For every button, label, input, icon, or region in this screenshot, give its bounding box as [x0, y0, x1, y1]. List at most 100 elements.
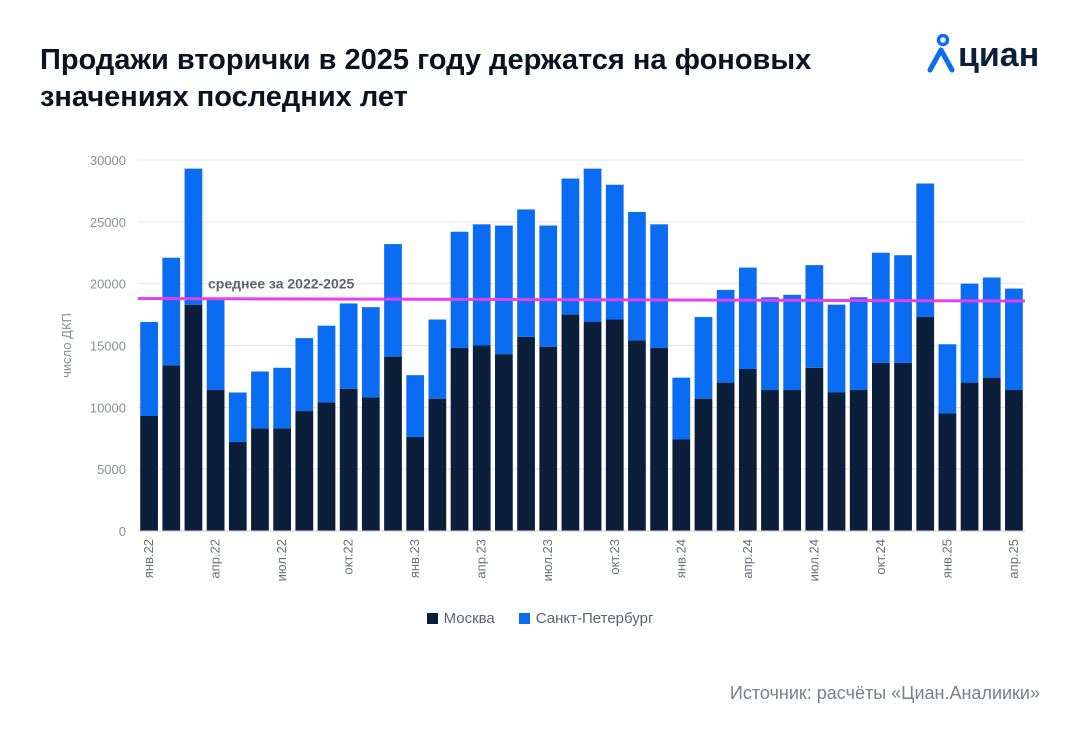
y-tick-label: 20000: [90, 277, 126, 292]
bar-spb: [517, 209, 535, 337]
y-axis-label: число ДКП: [59, 313, 74, 378]
bar-moscow: [894, 362, 912, 531]
bar-spb: [916, 183, 935, 318]
bar-moscow: [450, 347, 469, 531]
bar-spb: [184, 168, 203, 305]
x-tick-label: июл.24: [806, 539, 821, 581]
bar-moscow: [916, 317, 935, 531]
bar-moscow: [539, 346, 558, 531]
cian-logo: циан: [926, 34, 1046, 78]
legend-label-moscow: Москва: [443, 610, 495, 627]
bar-moscow: [162, 365, 181, 531]
bar-moscow: [982, 377, 1001, 531]
bar-moscow: [761, 390, 779, 531]
bar-spb: [1005, 288, 1023, 391]
bar-spb: [228, 392, 247, 442]
legend-swatch-spb: [518, 613, 530, 624]
bar-spb: [428, 319, 447, 399]
x-tick-label: апр.23: [474, 539, 489, 579]
bar-spb: [472, 224, 491, 346]
bar-spb: [716, 289, 735, 383]
stacked-bar-chart: 0 5000 10000 15000 20000 25000 30000 число ДКП я…: [59, 153, 1026, 581]
bar-spb: [938, 344, 957, 414]
x-tick-label: апр.25: [1006, 539, 1021, 579]
bar-moscow: [406, 437, 425, 531]
bar-moscow: [517, 336, 535, 531]
bar-moscow: [694, 398, 713, 531]
source-note: Источник: расчёты «Циан.Аналиики»: [729, 683, 1040, 703]
x-tick-label: окт.23: [607, 539, 622, 575]
bar-moscow: [871, 362, 890, 531]
bar-moscow: [273, 428, 292, 531]
bar-spb: [650, 224, 668, 348]
x-tick-label: июл.23: [540, 539, 555, 581]
bar-moscow: [339, 388, 358, 531]
x-tick-label: окт.24: [873, 539, 888, 575]
bar-spb: [849, 297, 868, 391]
logo-wordmark: циан: [958, 36, 1040, 74]
bar-moscow: [960, 382, 979, 531]
bar-moscow: [605, 319, 624, 531]
y-tick-label: 30000: [90, 153, 126, 168]
bar-moscow: [849, 390, 868, 531]
bar-spb: [495, 225, 513, 355]
x-tick-label: июл.22: [274, 539, 289, 581]
bar-spb: [672, 377, 691, 440]
bar-spb: [406, 375, 425, 438]
bar-moscow: [472, 345, 491, 531]
y-tick-label: 15000: [90, 339, 126, 354]
bar-moscow: [561, 314, 580, 531]
x-tick-label: янв.25: [939, 539, 954, 578]
bar-moscow: [650, 347, 668, 531]
bar-spb: [317, 325, 336, 403]
location-pin-person-icon: [927, 34, 955, 73]
legend-item-moscow: Москва: [426, 610, 495, 627]
bar-spb: [583, 168, 602, 323]
bar-spb: [539, 225, 558, 347]
bar-spb: [694, 317, 713, 399]
bar-spb: [783, 294, 802, 391]
bar-moscow: [228, 441, 247, 531]
bar-spb: [827, 304, 846, 393]
bar-moscow: [206, 390, 225, 531]
bar-spb: [738, 267, 757, 369]
bar-moscow: [827, 392, 846, 531]
bar-spb: [628, 211, 646, 341]
y-tick-label: 0: [119, 524, 126, 539]
bar-moscow: [384, 356, 402, 531]
bar-moscow: [716, 382, 735, 531]
bar-moscow: [1005, 390, 1023, 531]
bar-spb: [251, 371, 269, 429]
bar-spb: [805, 265, 824, 368]
y-tick-label: 5000: [97, 462, 126, 477]
bar-moscow: [184, 304, 203, 531]
y-tick-label: 25000: [90, 215, 126, 230]
bar-moscow: [583, 322, 602, 531]
legend-label-spb: Санкт-Петербург: [535, 610, 654, 627]
bar-moscow: [783, 390, 802, 531]
bar-spb: [339, 303, 358, 389]
bar-moscow: [495, 354, 513, 531]
bar-moscow: [428, 398, 447, 531]
bar-spb: [960, 283, 979, 383]
chart-title: Продажи вторички в 2025 году держатся на…: [40, 44, 812, 113]
x-tick-label: апр.22: [208, 539, 223, 579]
bar-spb: [894, 255, 912, 363]
x-tick-label: янв.24: [673, 539, 688, 578]
bar-spb: [982, 277, 1001, 378]
bar-spb: [140, 322, 158, 416]
average-label: среднее за 2022-2025: [208, 276, 355, 292]
bar-moscow: [361, 397, 380, 531]
legend-item-spb: Санкт-Петербург: [518, 610, 654, 627]
bar-spb: [206, 298, 225, 391]
bar-moscow: [140, 415, 158, 531]
x-tick-label: апр.24: [740, 539, 755, 579]
bar-spb: [761, 297, 779, 391]
bar-spb: [162, 257, 181, 366]
legend: Москва Санкт-Петербург: [0, 610, 1080, 627]
bar-moscow: [672, 439, 691, 531]
bar-spb: [871, 252, 890, 363]
legend-swatch-moscow: [426, 613, 438, 624]
bar-spb: [605, 184, 624, 320]
bar-spb: [450, 231, 469, 348]
